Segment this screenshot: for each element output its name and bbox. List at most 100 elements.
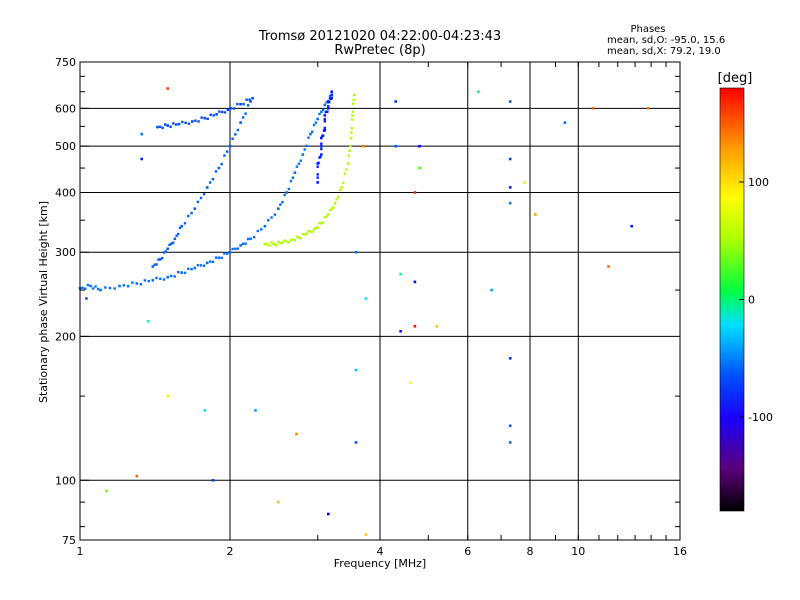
y-tick-label: 400 (55, 186, 76, 199)
trace-echo-point (177, 232, 180, 236)
trace-echo-point (348, 149, 351, 152)
trace-echo-point (126, 285, 130, 288)
scatter-echo-point (254, 409, 257, 412)
scatter-echo-point (607, 265, 610, 268)
trace-echo-point (171, 241, 175, 244)
y-tick-label: 100 (55, 474, 76, 487)
trace-echo-point (312, 123, 316, 127)
trace-echo-point (245, 98, 248, 101)
trace-echo-point (187, 122, 191, 125)
y-tick-label: 75 (62, 534, 76, 547)
trace-echo-point (244, 112, 247, 115)
scatter-echo-point (418, 144, 421, 148)
scatter-echo-point (508, 441, 512, 444)
trace-echo-point (328, 208, 332, 212)
trace-echo-point (325, 215, 328, 218)
trace-echo-point (291, 238, 295, 241)
trace-echo-point (206, 117, 209, 120)
trace-echo-point (350, 118, 354, 121)
trace-echo-point (279, 203, 282, 206)
trace-echo-point (187, 214, 190, 218)
trace-echo-point (241, 116, 245, 119)
trace-echo-point (320, 145, 323, 148)
trace-echo-point (272, 242, 276, 246)
trace-echo-point (231, 247, 234, 251)
scatter-echo-point (354, 250, 358, 254)
trace-echo-point (347, 154, 350, 157)
trace-echo-point (349, 136, 353, 140)
phase-box-o-stats: mean, sd,O: -95.0, 15.6 (607, 35, 725, 46)
trace-echo-point (327, 213, 330, 216)
trace-echo-point (253, 236, 256, 239)
trace-echo-point (325, 101, 328, 104)
scatter-echo-point (413, 191, 417, 194)
scatter-echo-point (105, 489, 108, 493)
scatter-echo-point (361, 144, 365, 148)
trace-echo-point (266, 242, 269, 246)
scatter-echo-point (435, 325, 439, 328)
trace-echo-point (320, 147, 323, 151)
trace-echo-point (139, 283, 142, 286)
colorbar-tick-label: 100 (748, 176, 769, 189)
trace-echo-point (194, 119, 197, 122)
trace-echo-point (208, 181, 212, 184)
trace-echo-point (305, 144, 308, 148)
trace-echo-point (226, 108, 230, 111)
trace-echo-point (197, 120, 200, 123)
trace-echo-point (190, 211, 193, 215)
trace-echo-point (320, 221, 323, 225)
trace-echo-point (180, 271, 183, 274)
trace-echo-point (340, 186, 343, 189)
trace-echo-point (184, 121, 187, 124)
trace-echo-point (99, 288, 102, 292)
scatter-echo-point (508, 201, 512, 205)
trace-echo-point (289, 179, 293, 183)
trace-echo-point (309, 230, 312, 233)
trace-echo-point (86, 283, 90, 287)
trace-echo-point (209, 113, 212, 116)
trace-echo-point (332, 206, 335, 209)
trace-echo-point (321, 108, 325, 112)
scatter-echo-point (166, 394, 169, 398)
trace-echo-point (221, 110, 224, 114)
scatter-echo-point (646, 107, 650, 110)
y-tick-label: 300 (55, 246, 76, 259)
trace-echo-point (333, 201, 337, 205)
y-tick-label: 750 (55, 56, 76, 69)
trace-echo-point (338, 188, 342, 191)
scatter-echo-point (295, 432, 298, 436)
scatter-echo-point (408, 381, 412, 384)
trace-echo-point (299, 236, 302, 240)
trace-echo-point (108, 286, 112, 290)
trace-echo-point (203, 116, 207, 120)
trace-echo-point (281, 241, 284, 244)
y-tick-label: 200 (55, 330, 76, 343)
trace-echo-point (226, 150, 229, 153)
trace-echo-point (236, 102, 239, 106)
x-tick-label: 6 (464, 545, 471, 558)
trace-echo-point (223, 252, 226, 255)
trace-echo-point (89, 284, 92, 288)
trace-echo-point (274, 244, 278, 247)
trace-echo-point (239, 121, 242, 124)
trace-echo-point (330, 93, 333, 96)
trace-echo-point (246, 104, 250, 107)
trace-echo-point (180, 224, 183, 228)
scatter-echo-point (630, 224, 633, 228)
scatter-echo-point (508, 357, 512, 360)
trace-echo-point (319, 155, 322, 159)
trace-echo-point (104, 286, 107, 289)
trace-echo-point (316, 117, 319, 121)
scatter-echo-point (477, 90, 480, 93)
trace-echo-point (164, 250, 168, 253)
x-tick-label: 10 (571, 545, 585, 558)
chart-subtitle: RwPretec (8p) (334, 43, 425, 58)
trace-echo-point (193, 207, 197, 210)
trace-echo-point (153, 263, 156, 266)
scatter-echo-point (413, 280, 417, 284)
colorbar-ticks: 100 0 -100 (739, 176, 773, 424)
trace-echo-point (229, 107, 233, 110)
trace-echo-point (293, 239, 297, 242)
trace-echo-point (233, 107, 236, 110)
